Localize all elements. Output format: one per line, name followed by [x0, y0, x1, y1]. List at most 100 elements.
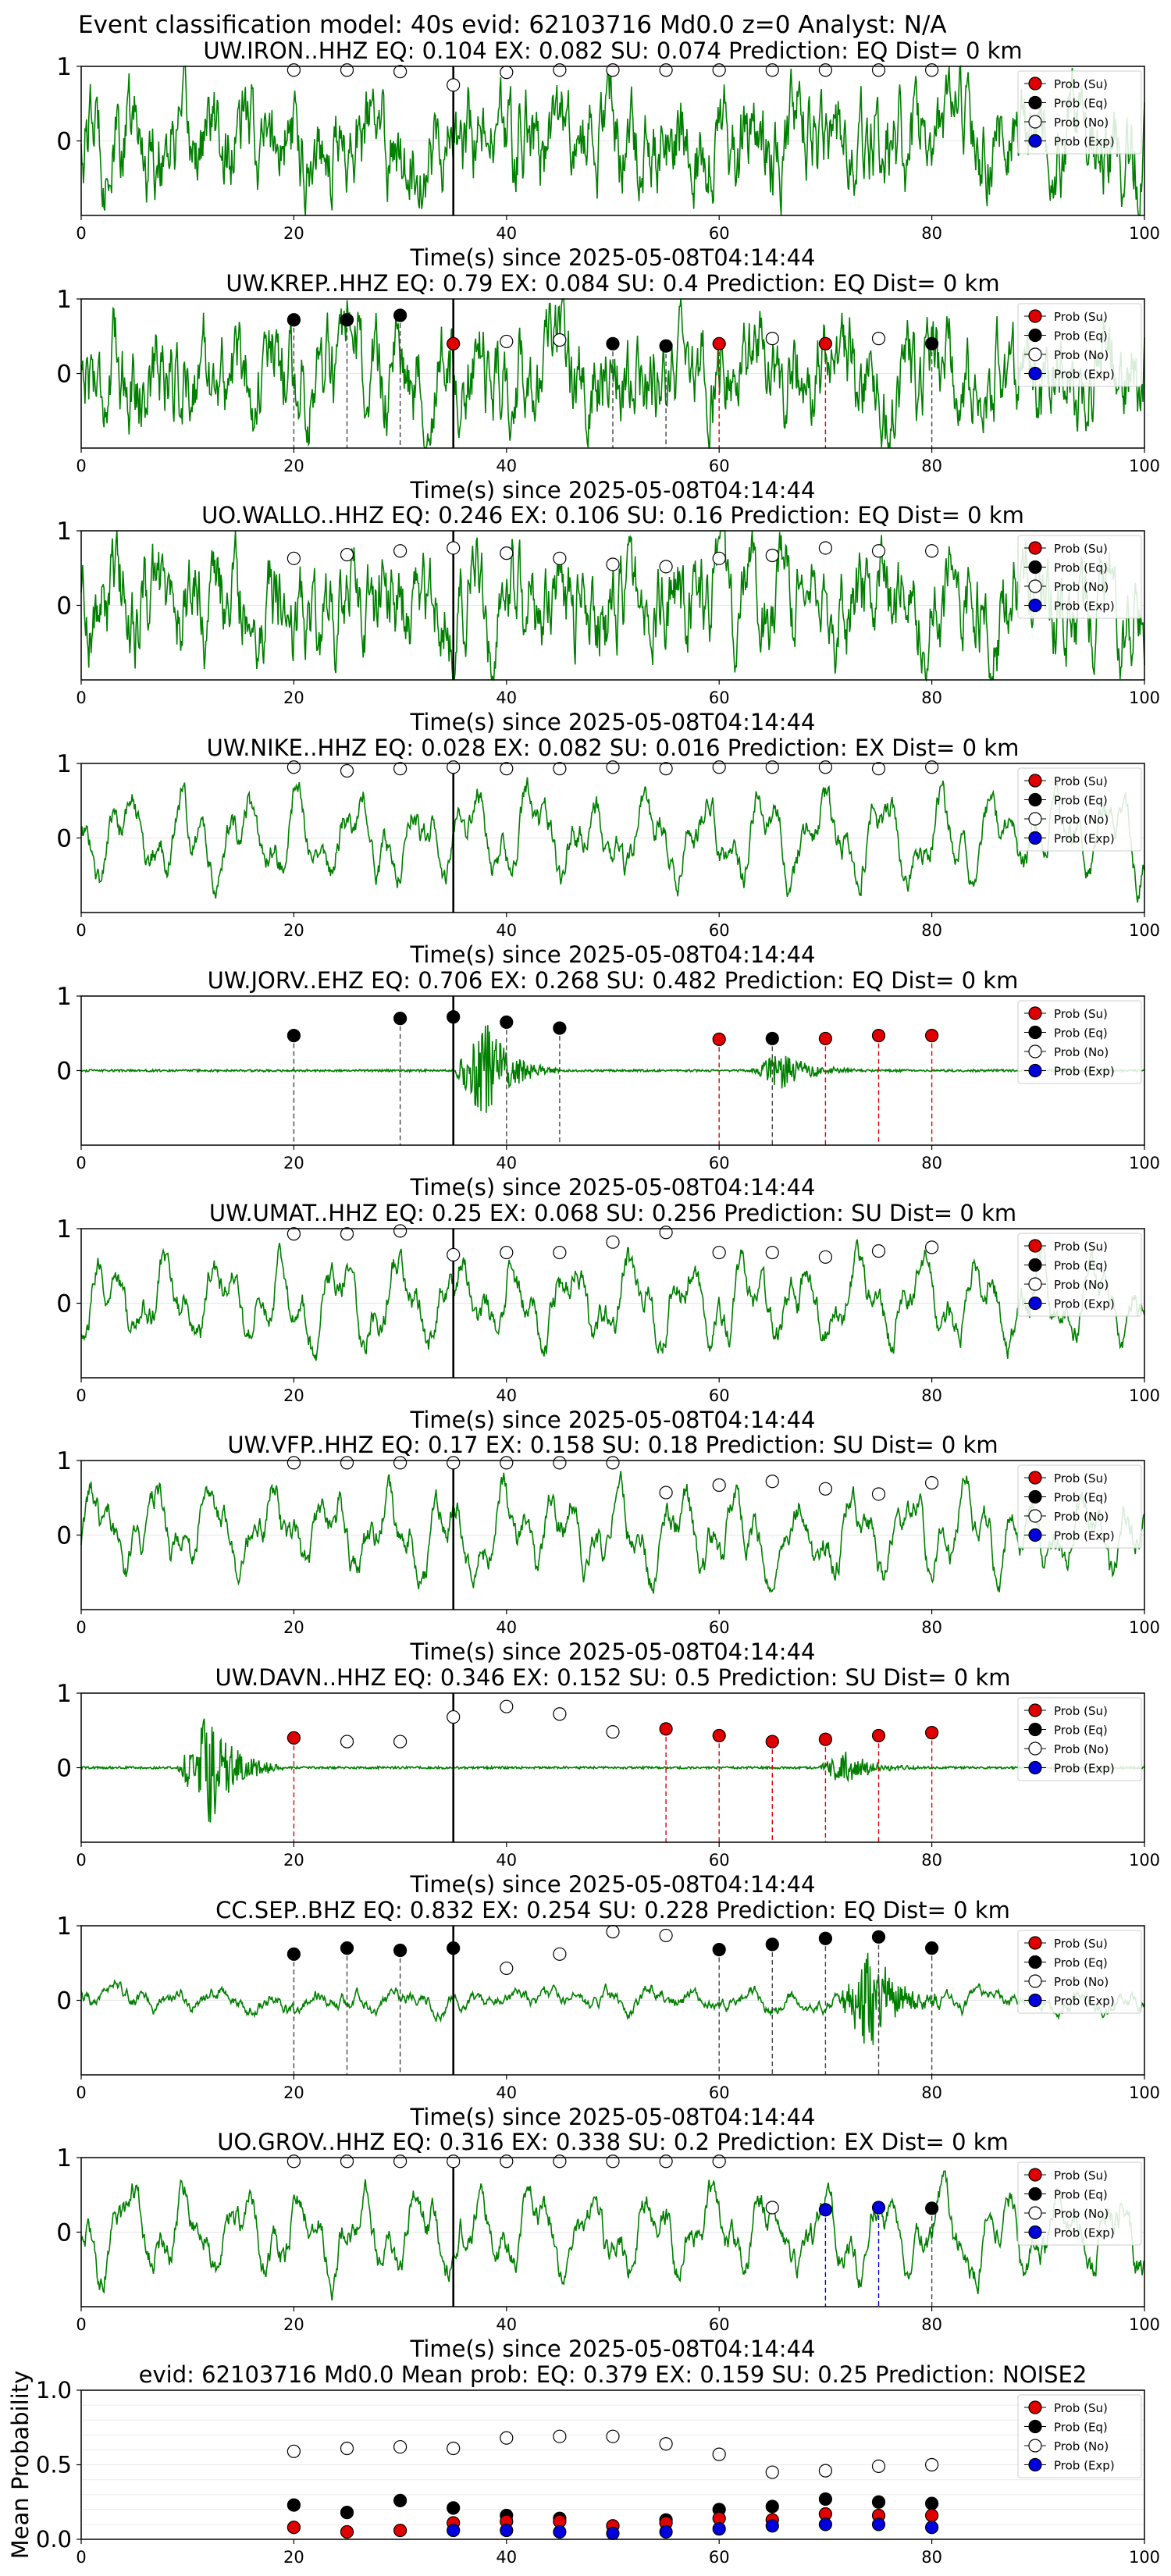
prob-point-no [818, 760, 833, 774]
x-tick-label: 60 [709, 1386, 730, 1405]
panel-title: UW.NIKE..HHZ EQ: 0.028 EX: 0.082 SU: 0.0… [207, 735, 1020, 761]
prob-point-no [500, 334, 514, 349]
legend-marker [1028, 831, 1042, 845]
x-tick-label: 20 [283, 224, 304, 243]
legend-marker [1028, 1955, 1042, 1969]
mean-point-su [287, 2521, 301, 2535]
prob-point-eq [712, 1942, 726, 1957]
prob-point-no [818, 541, 833, 555]
y-tick-label: 0.0 [36, 2526, 72, 2553]
prob-point-no [287, 551, 301, 565]
legend-marker [1028, 133, 1042, 148]
legend-label: Prob (No) [1054, 1278, 1109, 1292]
prob-point-no [393, 2154, 408, 2169]
x-tick-label: 80 [921, 224, 942, 243]
panel-mean: evid: 62103716 Md0.0 Mean prob: EQ: 0.37… [7, 2361, 1160, 2567]
legend: Prob (Su) Prob (Eq) Prob (No) Prob (Exp) [1017, 1697, 1142, 1781]
panel-uo-wallo--hhz: UO.WALLO..HHZ EQ: 0.246 EX: 0.106 SU: 0.… [56, 502, 1160, 735]
waveform-trace [80, 1025, 1145, 1113]
prob-point-no [659, 1485, 673, 1500]
prob-point-no [553, 762, 567, 776]
x-tick-label: 20 [283, 921, 304, 940]
prob-point-eq [924, 336, 939, 350]
legend-label: Prob (Su) [1054, 2401, 1108, 2415]
prob-point-su [765, 1735, 779, 1749]
legend-marker [1028, 1044, 1042, 1059]
prob-point-eq [659, 339, 673, 353]
x-tick-label: 0 [76, 1618, 86, 1637]
prob-point-no [712, 1478, 726, 1493]
panel-cc-sep--bhz: CC.SEP..BHZ EQ: 0.832 EX: 0.254 SU: 0.22… [56, 1897, 1160, 2130]
panel-title: CC.SEP..BHZ EQ: 0.832 EX: 0.254 SU: 0.22… [215, 1897, 1010, 1923]
x-tick-label: 80 [921, 1851, 942, 1870]
legend-marker [1028, 1063, 1042, 1078]
mean-point-no [287, 2444, 301, 2458]
y-tick-label: 1 [56, 1680, 72, 1708]
prob-point-no [606, 760, 620, 774]
legend-frame [1017, 535, 1142, 619]
waveform-trace [80, 298, 1145, 449]
legend-label: Prob (Su) [1054, 774, 1108, 788]
x-tick-label: 40 [496, 1851, 517, 1870]
mean-point-no [393, 2439, 408, 2454]
axes-frame [80, 1925, 1145, 2076]
y-tick-label: 0 [56, 361, 72, 389]
mean-point-no [818, 2464, 833, 2478]
prob-point-no [553, 1707, 567, 1721]
y-tick-label: 0 [56, 1522, 72, 1550]
y-tick-label: 0.5 [36, 2452, 72, 2478]
prob-point-eq [393, 1943, 408, 1958]
legend-marker [1028, 95, 1042, 110]
prob-point-no [393, 1224, 408, 1238]
legend-label: Prob (Exp) [1054, 832, 1115, 846]
legend-marker [1028, 1258, 1042, 1272]
legend-marker [1028, 309, 1042, 323]
x-tick-label: 60 [709, 2548, 730, 2567]
x-tick-label: 100 [1129, 224, 1160, 243]
y-tick-label: 0 [56, 2219, 72, 2247]
legend-marker [1028, 1703, 1042, 1717]
prob-point-su [659, 1722, 673, 1736]
prob-point-no [500, 1961, 514, 1976]
mean-point-eq [765, 2500, 779, 2514]
x-tick-label: 60 [709, 1154, 730, 1172]
legend-label: Prob (Exp) [1054, 1297, 1115, 1311]
mean-point-no [553, 2429, 567, 2443]
prob-point-no [340, 763, 354, 778]
legend-marker [1028, 2457, 1042, 2472]
x-axis-label: Time(s) since 2025-05-08T04:14:44 [410, 1407, 816, 1433]
legend-marker [1028, 1489, 1042, 1504]
x-tick-label: 20 [283, 688, 304, 707]
legend: Prob (Su) Prob (Eq) Prob (No) Prob (Exp) [1017, 767, 1142, 852]
mean-point-eq [287, 2498, 301, 2512]
x-tick-label: 60 [709, 1851, 730, 1870]
legend-marker [1028, 1277, 1042, 1291]
axes-frame [80, 763, 1145, 913]
mean-point-exp [871, 2517, 886, 2532]
prob-point-no [871, 762, 886, 776]
prob-point-no [287, 1227, 301, 1241]
axes-frame [80, 66, 1145, 216]
legend-marker [1028, 2168, 1042, 2182]
y-tick-label: 0 [56, 592, 72, 621]
prob-point-su [924, 1726, 939, 1740]
legend-frame [1017, 1930, 1142, 2014]
legend-marker [1028, 1006, 1042, 1020]
legend-label: Prob (Su) [1054, 1704, 1108, 1718]
prob-point-no [924, 1240, 939, 1254]
legend-marker [1028, 541, 1042, 555]
legend-marker [1028, 2400, 1042, 2414]
prob-point-no [553, 63, 567, 77]
mean-point-exp [924, 2521, 939, 2535]
legend-label: Prob (Su) [1054, 1471, 1108, 1485]
mean-point-exp [765, 2519, 779, 2533]
legend-label: Prob (No) [1054, 1045, 1109, 1059]
prob-point-no [447, 2154, 461, 2169]
legend-label: Prob (Exp) [1054, 135, 1115, 149]
prob-point-no [447, 541, 461, 555]
panel-uw-iron--hhz: UW.IRON..HHZ EQ: 0.104 EX: 0.082 SU: 0.0… [56, 37, 1160, 271]
x-tick-label: 100 [1129, 457, 1160, 475]
legend-frame [1017, 1697, 1142, 1781]
prob-point-no [871, 63, 886, 77]
prob-point-no [659, 2154, 673, 2169]
